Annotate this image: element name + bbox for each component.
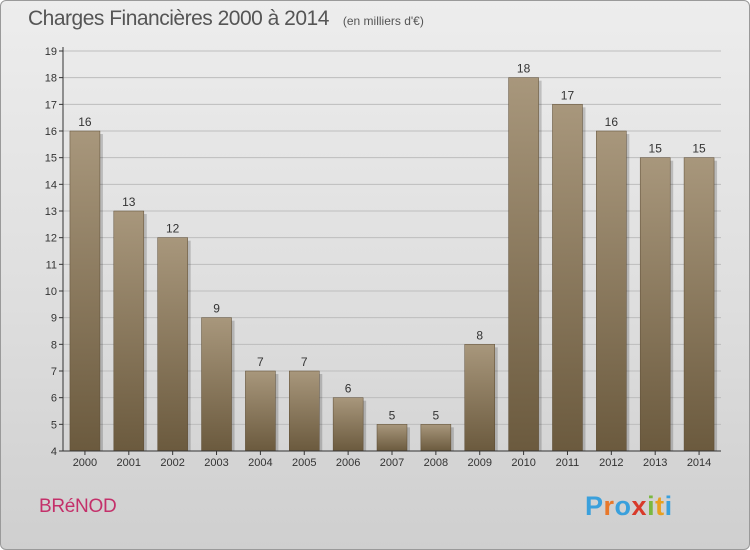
brand-letter: x (631, 491, 648, 521)
y-tick-label: 4 (51, 446, 57, 458)
bar-2011 (552, 104, 583, 452)
bar-2000 (69, 130, 101, 452)
commune-name: BRéNOD (39, 496, 117, 517)
x-tick-label: 2002 (160, 457, 184, 469)
x-tick-label: 2004 (248, 457, 272, 469)
data-label-2009: 8 (476, 328, 483, 342)
proxiti-logo[interactable]: Proxiti (585, 491, 673, 522)
y-tick-label: 6 (51, 393, 57, 405)
data-label-2013: 15 (649, 142, 663, 156)
y-tick-label: 13 (45, 206, 57, 218)
y-tick-label: 16 (45, 126, 57, 138)
y-tick-label: 8 (51, 339, 57, 351)
bar-2005 (289, 370, 320, 452)
axes: 4 5 6 7 8 9 10 11 12 13 14 15 16 17 18 19 2000 2001 2002 20… (45, 46, 721, 469)
x-tick-label: 2000 (73, 457, 97, 469)
bar-2010 (508, 77, 539, 452)
y-tick-label: 14 (45, 179, 57, 191)
x-tick-label: 2009 (467, 457, 491, 469)
data-label-2005: 7 (301, 355, 308, 369)
bar-2006 (332, 397, 364, 452)
bar-2009 (464, 344, 495, 452)
data-label-2004: 7 (257, 355, 264, 369)
y-tick-label: 12 (45, 233, 57, 245)
brand-letter: i (664, 491, 673, 521)
bar-2004 (245, 370, 276, 452)
data-label-2001: 13 (122, 195, 136, 209)
brand-letter: P (585, 491, 604, 521)
y-tick-label: 9 (51, 313, 57, 325)
data-label-2003: 9 (213, 302, 220, 316)
data-label-2000: 16 (78, 115, 92, 129)
data-label-2008: 5 (433, 408, 440, 422)
x-tick-label: 2006 (336, 457, 360, 469)
data-label-2007: 5 (389, 408, 396, 422)
data-label-2014: 15 (692, 142, 706, 156)
x-tick-label: 2012 (599, 457, 623, 469)
brand-letter: i (647, 491, 656, 521)
x-tick-label: 2008 (424, 457, 448, 469)
x-tick-label: 2003 (204, 457, 228, 469)
bar-2008 (420, 424, 452, 452)
chart-subtitle: (en milliers d'€) (342, 14, 424, 28)
bar-2007 (376, 424, 408, 452)
chart-title: Charges Financières 2000 à 2014 (en milli… (28, 7, 424, 31)
y-tick-label: 11 (46, 259, 57, 271)
chart-title-text: Charges Financières 2000 à 2014 (28, 7, 329, 30)
data-label-2006: 6 (345, 382, 352, 396)
x-tick-label: 2014 (687, 457, 711, 469)
bars (69, 77, 718, 452)
x-tick-label: 2001 (117, 457, 141, 469)
x-tick-label: 2007 (380, 457, 404, 469)
y-tick-label: 17 (45, 99, 57, 111)
data-label-2010: 18 (517, 62, 531, 76)
data-labels: 16 13 12 9 7 7 6 5 5 8 18 17 16 15 15 (78, 62, 706, 423)
x-tick-label: 2005 (292, 457, 316, 469)
x-tick-label: 2010 (511, 457, 535, 469)
bar-2012 (596, 130, 627, 452)
x-tick-label: 2011 (556, 457, 580, 469)
data-label-2012: 16 (605, 115, 619, 129)
bar-2014 (683, 157, 715, 452)
bar-2003 (201, 317, 232, 452)
bar-2002 (157, 237, 188, 452)
y-tick-label: 15 (45, 153, 57, 165)
brand-letter: r (603, 491, 615, 521)
bar-2001 (113, 210, 145, 452)
y-tick-label: 5 (51, 419, 57, 431)
bar-2013 (639, 157, 671, 452)
x-tick-label: 2013 (643, 457, 667, 469)
brand-letter: t (655, 491, 665, 521)
data-label-2002: 12 (166, 222, 180, 236)
data-label-2011: 17 (561, 88, 575, 102)
y-tick-label: 7 (51, 366, 57, 378)
brand-letter: o (614, 491, 632, 521)
y-tick-label: 10 (45, 286, 57, 298)
y-tick-label: 19 (45, 46, 57, 58)
y-tick-label: 18 (45, 73, 57, 85)
